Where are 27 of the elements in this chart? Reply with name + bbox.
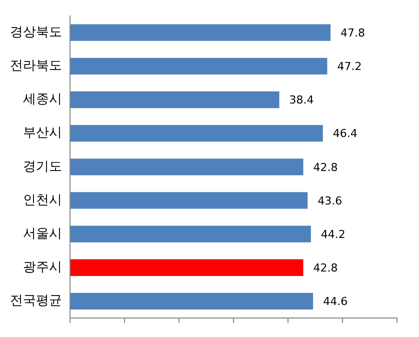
data-label: 46.4	[332, 127, 358, 140]
bar	[70, 158, 304, 176]
data-label: 44.2	[320, 228, 346, 241]
data-label: 43.6	[318, 194, 342, 208]
data-label: 44.6	[323, 295, 348, 308]
bar	[70, 124, 323, 142]
y-tick-label: 서울시	[23, 226, 62, 242]
y-tick-label: 전국평균	[10, 294, 62, 309]
data-label: 47.8	[340, 26, 366, 40]
bar	[70, 24, 331, 41]
bar	[70, 58, 328, 74]
bar	[70, 91, 280, 108]
y-tick-label: 전라북도	[10, 58, 62, 74]
y-tick-label: 경상북도	[10, 24, 62, 40]
y-tick-label: 세종시	[23, 92, 62, 108]
bar	[70, 259, 304, 276]
bar	[70, 192, 308, 209]
data-label: 42.8	[313, 160, 338, 174]
data-label: 38.4	[289, 94, 314, 107]
bar	[70, 226, 311, 242]
data-label: 42.8	[313, 261, 338, 274]
y-tick-label: 부산시	[23, 126, 62, 141]
bar	[70, 292, 314, 310]
y-tick-label: 인천시	[23, 192, 62, 208]
y-tick-label: 경기도	[23, 159, 62, 174]
data-label: 47.2	[337, 60, 362, 74]
y-tick-label: 광주시	[23, 260, 62, 276]
